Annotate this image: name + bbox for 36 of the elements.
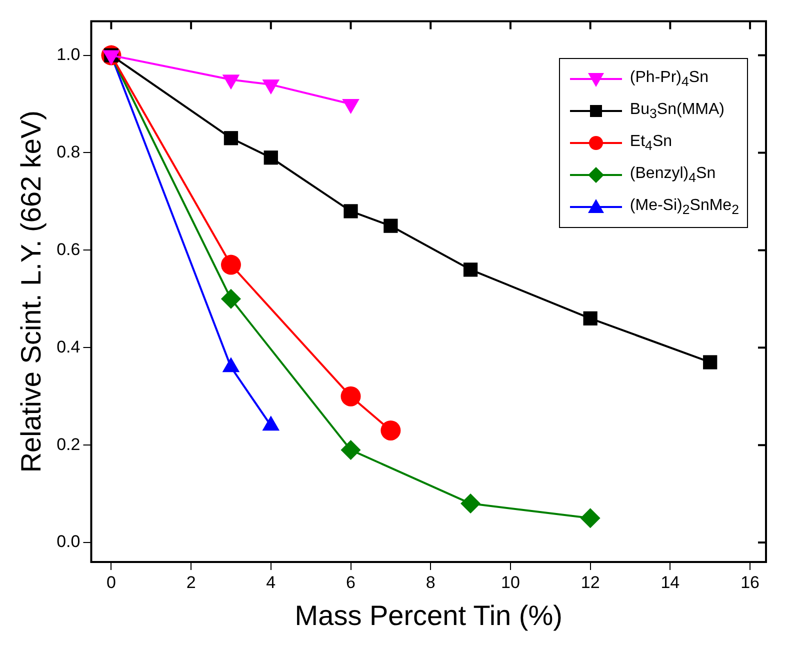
point (583, 311, 598, 326)
legend-label: (Ph-Pr)$_{4}$Sn (630, 68, 708, 90)
y-tick-label: 0.6 (56, 240, 80, 259)
point (463, 262, 478, 277)
point (340, 440, 361, 460)
point (340, 386, 361, 406)
x-tick-label: 4 (266, 572, 276, 592)
x-tick-label: 10 (501, 572, 520, 592)
y-tick-label: 0.8 (56, 142, 80, 162)
x-tick-label: 0 (106, 572, 116, 592)
y-axis-title: Relative Scint. L.Y. (662 keV) (16, 110, 47, 473)
point (384, 218, 398, 233)
point (344, 204, 358, 218)
legend-label: Et$_{4}$Sn (630, 132, 672, 154)
point (264, 150, 278, 165)
legend-label: Bu$_{3}$Sn(MMA) (630, 100, 724, 122)
point (224, 131, 238, 146)
point (703, 355, 718, 370)
y-tick-label: 0.2 (56, 434, 80, 454)
point (380, 420, 401, 440)
x-tick-label: 8 (426, 572, 436, 592)
x-tick-label: 14 (660, 572, 680, 592)
y-tick-label: 0.0 (56, 532, 80, 552)
point (460, 494, 481, 514)
y-tick-label: 0.4 (56, 337, 80, 356)
x-tick-label: 12 (580, 572, 600, 592)
point (580, 508, 600, 528)
x-tick-label: 2 (186, 572, 196, 592)
x-tick-label: 6 (346, 572, 356, 592)
point (220, 288, 241, 309)
legend-label: (Benzyl)$_{4}$Sn (630, 164, 716, 186)
x-axis-title: Mass Percent Tin (%) (294, 600, 562, 631)
x-tick-label: 16 (740, 572, 760, 592)
y-tick-label: 1.0 (56, 44, 80, 64)
legend-label: (Me-Si)$_{2}$SnMe$_{2}$ (630, 196, 739, 218)
point (220, 254, 241, 275)
